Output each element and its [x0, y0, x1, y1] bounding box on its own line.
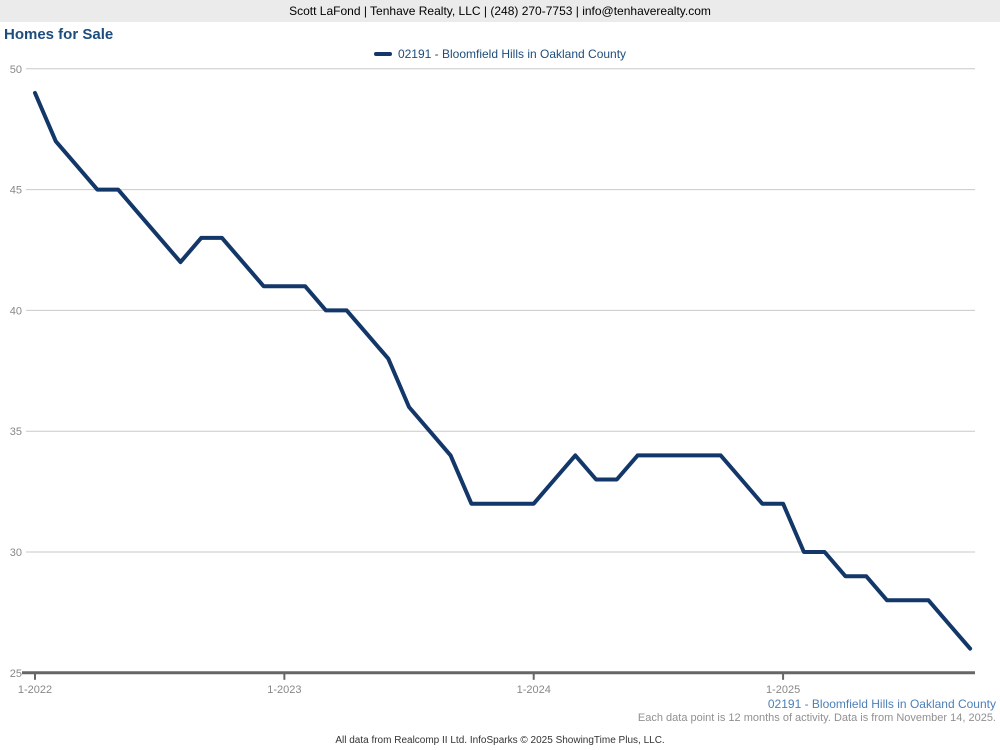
svg-text:40: 40: [10, 305, 22, 317]
data-freshness-note: Each data point is 12 months of activity…: [637, 712, 996, 724]
svg-text:30: 30: [10, 547, 22, 559]
contact-line: Scott LaFond | Tenhave Realty, LLC | (24…: [289, 4, 711, 18]
svg-text:1-2024: 1-2024: [517, 684, 551, 696]
svg-text:1-2023: 1-2023: [267, 684, 301, 696]
series-line-icon: [373, 52, 392, 56]
attribution-line: All data from Realcomp II Ltd. InfoSpark…: [335, 735, 665, 746]
contact-header-bar: Scott LaFond | Tenhave Realty, LLC | (24…: [0, 0, 1000, 22]
chart-legend: 02191 - Bloomfield Hills in Oakland Coun…: [0, 46, 1000, 62]
series-footnote-label: 02191 - Bloomfield Hills in Oakland Coun…: [767, 697, 996, 711]
svg-text:1-2025: 1-2025: [766, 684, 800, 696]
legend-label: 02191 - Bloomfield Hills in Oakland Coun…: [397, 47, 627, 61]
svg-text:50: 50: [10, 64, 22, 76]
svg-text:45: 45: [10, 185, 22, 197]
svg-text:25: 25: [10, 668, 22, 680]
svg-text:1-2022: 1-2022: [18, 684, 52, 696]
svg-text:35: 35: [10, 426, 22, 438]
page-title: Homes for Sale: [4, 26, 114, 43]
